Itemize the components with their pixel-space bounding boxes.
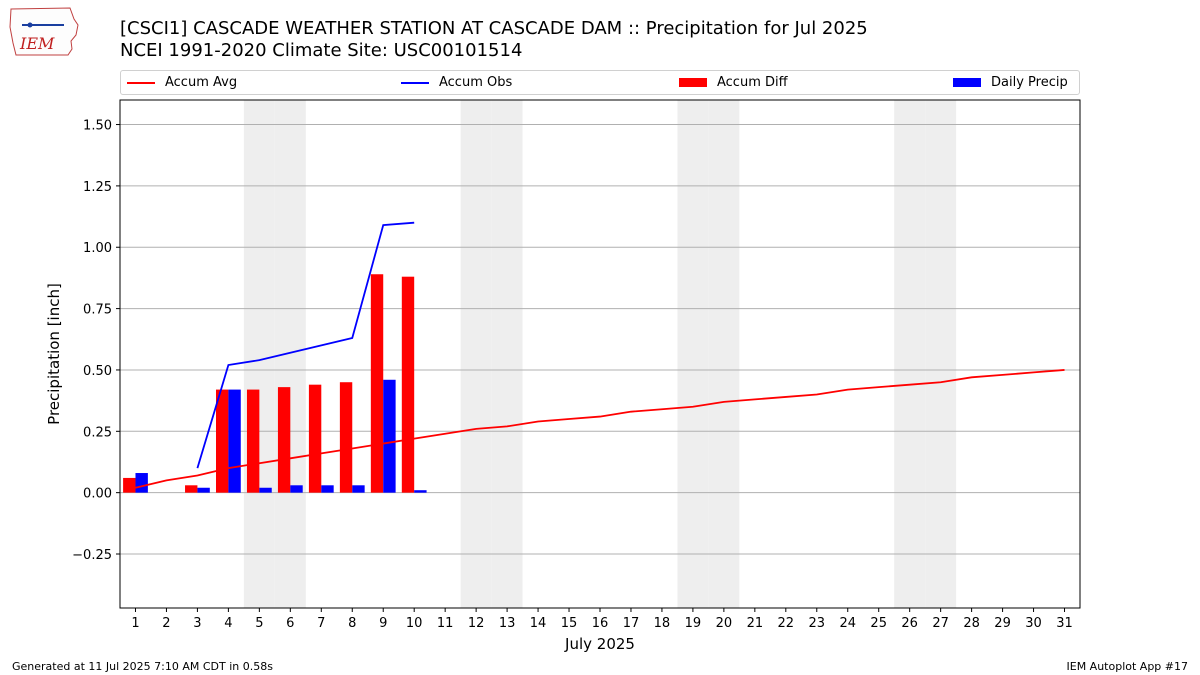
x-tick-label: 6	[286, 616, 294, 631]
weekend-band-26	[894, 100, 926, 608]
footer-generated-text: Generated at 11 Jul 2025 7:10 AM CDT in …	[12, 660, 273, 673]
weekend-band-13	[491, 100, 523, 608]
y-tick-label: 0.50	[83, 364, 112, 379]
x-tick-label: 11	[437, 616, 454, 631]
x-tick-label: 20	[716, 616, 733, 631]
y-tick-label: 1.00	[83, 241, 112, 256]
weekend-band-6	[274, 100, 306, 608]
x-tick-label: 4	[224, 616, 232, 631]
x-tick-label: 23	[809, 616, 826, 631]
x-tick-label: 26	[901, 616, 918, 631]
accum-diff-bar	[123, 477, 136, 493]
x-tick-label: 14	[530, 616, 547, 631]
accum-diff-bar	[308, 384, 322, 493]
legend-label-accum-diff: Accum Diff	[717, 75, 788, 90]
daily-precip-bar	[414, 490, 427, 493]
grid-lines	[120, 124, 1080, 555]
y-tick-label: 1.50	[83, 119, 112, 134]
legend-swatch-accum-diff	[679, 78, 707, 87]
y-axis-label: Precipitation [inch]	[45, 283, 63, 425]
y-tick-label: −0.25	[72, 548, 112, 563]
legend-swatch-accum-obs	[401, 81, 429, 84]
logo-text: IEM	[19, 34, 55, 53]
accum-diff-bar	[216, 389, 229, 493]
accum-diff-bar	[277, 387, 291, 493]
daily-precip-bar	[259, 487, 272, 493]
weekend-band-5	[243, 100, 275, 608]
iowa-outline-icon	[9, 7, 79, 56]
weekend-band-20	[708, 100, 740, 608]
x-tick-label: 27	[932, 616, 949, 631]
accum-diff-bar	[339, 382, 353, 493]
x-tick-label: 10	[406, 616, 423, 631]
x-tick-label: 29	[994, 616, 1011, 631]
daily-precip-bar	[228, 389, 241, 493]
legend-label-daily-precip: Daily Precip	[991, 75, 1068, 90]
x-tick-label: 13	[499, 616, 516, 631]
footer-app-text: IEM Autoplot App #17	[1066, 660, 1189, 673]
accum-diff-bar	[401, 276, 415, 493]
accum-diff-bar	[185, 485, 198, 493]
series-lines	[135, 221, 1065, 489]
weekend-band-27	[925, 100, 957, 608]
x-tick-label: 9	[379, 616, 387, 631]
x-tick-label: 3	[193, 616, 201, 631]
x-tick-label: 24	[839, 616, 856, 631]
legend-item-accum-avg: Accum Avg	[127, 74, 237, 91]
x-axis-label: July 2025	[564, 635, 635, 653]
x-tick-label: 21	[747, 616, 764, 631]
x-tick-label: 16	[592, 616, 609, 631]
x-tick-label: 30	[1025, 616, 1042, 631]
iem-logo: IEM	[9, 7, 79, 56]
legend-label-accum-obs: Accum Obs	[439, 75, 513, 90]
weekend-band-12	[460, 100, 492, 608]
legend-swatch-accum-avg	[127, 81, 155, 84]
daily-precip-bar	[383, 379, 396, 493]
accum-diff-bar	[246, 389, 260, 493]
x-tick-label: 7	[317, 616, 325, 631]
x-tick-label: 15	[561, 616, 578, 631]
x-tick-label: 28	[963, 616, 980, 631]
x-tick-label: 17	[623, 616, 640, 631]
x-tick-label: 5	[255, 616, 263, 631]
y-tick-label: 0.25	[83, 425, 112, 440]
legend-item-daily-precip: Daily Precip	[953, 74, 1068, 91]
axes: −0.250.000.250.500.751.001.251.501 2 3 4 5 6 7…	[72, 119, 1073, 631]
x-tick-label: 12	[468, 616, 485, 631]
y-tick-label: 0.75	[83, 303, 112, 318]
weekend-shading	[243, 100, 957, 608]
x-tick-label: 19	[685, 616, 702, 631]
legend-swatch-daily-precip	[953, 78, 981, 87]
y-tick-label: 1.25	[83, 180, 112, 195]
chart-title: [CSCI1] CASCADE WEATHER STATION AT CASCA…	[120, 18, 868, 39]
legend-item-accum-diff: Accum Diff	[679, 74, 788, 91]
x-tick-label: 2	[162, 616, 170, 631]
accum-obs-line	[196, 221, 415, 469]
daily-precip-bar	[290, 485, 303, 493]
daily-precip-bar	[197, 487, 210, 493]
daily-precip-bar	[321, 485, 334, 493]
legend-item-accum-obs: Accum Obs	[401, 74, 512, 91]
x-tick-label: 8	[348, 616, 356, 631]
x-tick-label: 1	[131, 616, 139, 631]
x-tick-label: 22	[778, 616, 795, 631]
daily-precip-bar	[352, 485, 365, 493]
accum-diff-bar	[370, 274, 384, 493]
weekend-band-19	[677, 100, 709, 608]
x-tick-label: 18	[654, 616, 671, 631]
weather-vane-hub-icon	[27, 22, 33, 28]
legend: Accum Avg Accum Obs Accum Diff Daily Pre…	[120, 70, 1080, 95]
x-tick-label: 31	[1056, 616, 1073, 631]
chart-subtitle: NCEI 1991-2020 Climate Site: USC00101514	[120, 40, 523, 61]
accum-avg-line	[135, 369, 1065, 489]
legend-label-accum-avg: Accum Avg	[165, 75, 238, 90]
y-tick-label: 0.00	[83, 487, 112, 502]
x-tick-label: 25	[870, 616, 887, 631]
daily-precip-bar	[135, 473, 148, 493]
